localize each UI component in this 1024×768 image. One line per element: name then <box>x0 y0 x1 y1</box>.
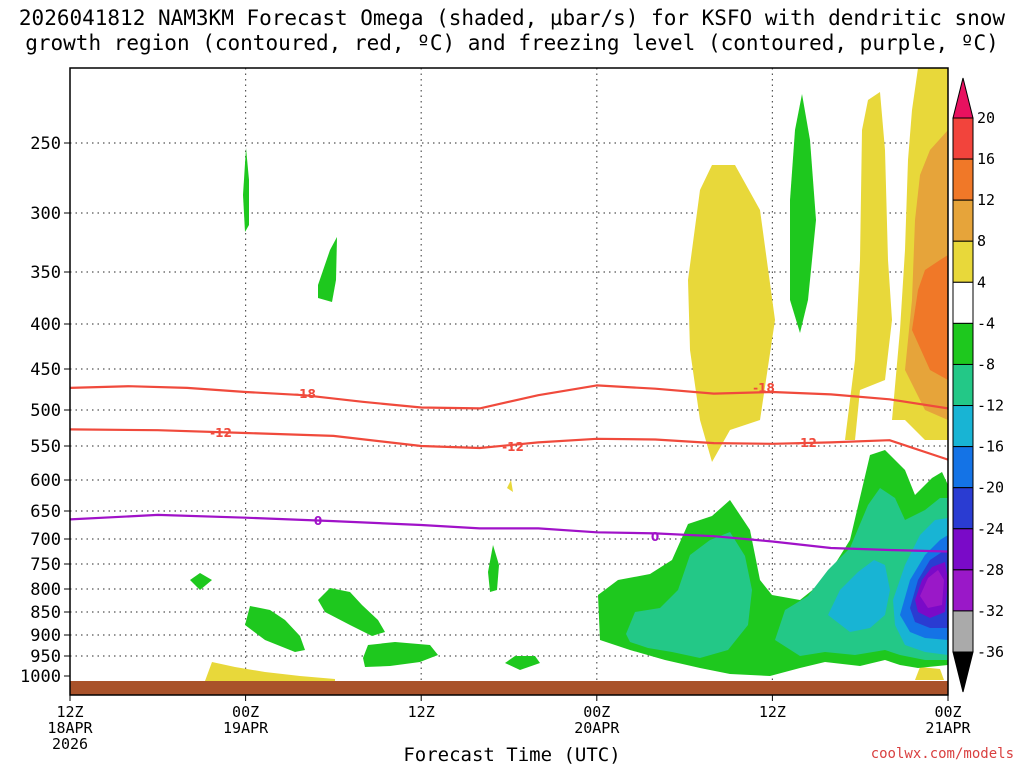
y-tick-label-600: 600 <box>30 471 61 491</box>
contour-line-2 <box>70 513 948 553</box>
y-axis-ticks: 250 300 350 400 450 500 550 600 650 700 750 800 850 9… <box>20 134 70 687</box>
contour-line-0 <box>70 384 948 410</box>
chart-title-line-1: 2026041812 NAM3KM Forecast Omega (shaded… <box>18 6 1006 30</box>
contour-label-minus18-b: -18 <box>753 381 775 395</box>
colorbar-box-1 <box>952 158 974 201</box>
contour-label-0-b: 0 <box>651 530 659 544</box>
omega-negative-region-3 <box>790 94 816 333</box>
site-credit: coolwx.com/models <box>870 746 1014 762</box>
y-tick-label-450: 450 <box>30 360 61 380</box>
x-tick-label-3-0: 00Z <box>583 703 610 721</box>
colorbar-label-13: -36 <box>977 643 1004 661</box>
colorbar-cap-bottom <box>952 651 974 693</box>
colorbar-box-2 <box>952 199 974 242</box>
x-tick-label-3-1: 20APR <box>574 719 620 737</box>
contour-label-minus12-a: -12 <box>210 426 232 440</box>
colorbar-label-12: -32 <box>977 602 1004 620</box>
omega-positive-region-7 <box>507 480 513 492</box>
colorbar-label-9: -20 <box>977 479 1004 497</box>
y-tick-label-650: 650 <box>30 502 61 522</box>
omega-negative-region-7 <box>363 642 438 667</box>
omega-shading <box>190 68 948 685</box>
colorbar-label-5: -4 <box>977 314 995 332</box>
colorbar-label-3: 8 <box>977 232 986 250</box>
colorbar-label-6: -8 <box>977 355 995 373</box>
omega-positive-region-1 <box>688 165 775 462</box>
colorbar-label-11: -28 <box>977 561 1004 579</box>
colorbar-label-10: -24 <box>977 520 1004 538</box>
plot-frame <box>69 67 949 696</box>
colorbar-label-7: -12 <box>977 397 1004 415</box>
omega-negative-region-4 <box>190 573 212 590</box>
colorbar-cap-top <box>952 77 974 119</box>
y-tick-label-250: 250 <box>30 134 61 154</box>
y-tick-label-850: 850 <box>30 603 61 623</box>
y-tick-label-900: 900 <box>30 626 61 646</box>
omega-negative-region-1 <box>243 148 249 232</box>
colorbar-box-9 <box>952 487 974 530</box>
x-tick-label-0-2: 2026 <box>52 735 88 753</box>
omega-positive-region-8 <box>915 667 944 680</box>
colorbar-label-4: 4 <box>977 273 986 291</box>
omega-positive-region-2 <box>845 92 892 440</box>
omega-positive-region-6 <box>205 662 335 685</box>
y-tick-label-1000: 1000 <box>20 667 61 687</box>
colorbar-box-5 <box>952 322 974 365</box>
omega-negative-region-9 <box>505 656 540 670</box>
colorbar-box-6 <box>952 363 974 407</box>
colorbar: 20 16 12 8 4 -4 -8 -12 -16 -20 -24 -28 -32 -36 <box>952 77 1004 693</box>
colorbar-box-3 <box>952 240 974 283</box>
contour-label-minus12-c: -12 <box>795 436 817 450</box>
surface-strip <box>70 681 948 695</box>
colorbar-box-11 <box>952 569 974 612</box>
y-tick-label-950: 950 <box>30 647 61 667</box>
y-tick-label-800: 800 <box>30 580 61 600</box>
contour-line-1 <box>70 428 948 461</box>
colorbar-label-2: 12 <box>977 191 995 209</box>
omega-negative-region-6 <box>318 588 385 636</box>
contour-labels: -18 -18 -12 -12 -12 0 0 <box>210 381 817 544</box>
y-tick-label-400: 400 <box>30 315 61 335</box>
chart-title-line-2: growth region (contoured, red, ºC) and f… <box>25 31 999 55</box>
colorbar-label-8: -16 <box>977 438 1004 456</box>
x-tick-label-2-0: 12Z <box>408 703 435 721</box>
x-tick-label-0-0: 12Z <box>56 703 83 721</box>
y-tick-label-300: 300 <box>30 204 61 224</box>
x-tick-label-5-0: 00Z <box>934 703 961 721</box>
colorbar-box-12 <box>952 610 974 653</box>
omega-negative-region-2 <box>318 237 337 302</box>
omega-negative-region-18 <box>920 570 944 608</box>
x-tick-label-0-1: 18APR <box>47 719 93 737</box>
y-tick-label-350: 350 <box>30 263 61 283</box>
y-tick-label-700: 700 <box>30 530 61 550</box>
contour-label-minus18-a: -18 <box>294 387 316 401</box>
x-tick-label-4-0: 12Z <box>759 703 786 721</box>
omega-negative-region-8 <box>488 545 499 592</box>
colorbar-box-0 <box>952 117 974 160</box>
colorbar-box-4 <box>952 281 974 324</box>
colorbar-label-0: 20 <box>977 109 995 127</box>
x-axis-label: Forecast Time (UTC) <box>403 744 621 766</box>
contour-label-minus12-b: -12 <box>502 440 524 454</box>
omega-negative-region-5 <box>245 606 305 652</box>
omega-positive-region-5 <box>912 255 948 380</box>
contour-label-0-a: 0 <box>314 514 322 528</box>
colorbar-box-7 <box>952 405 974 448</box>
y-tick-label-500: 500 <box>30 401 61 421</box>
x-tick-label-1-1: 19APR <box>223 719 269 737</box>
colorbar-box-10 <box>952 528 974 571</box>
colorbar-label-1: 16 <box>977 150 995 168</box>
y-tick-label-550: 550 <box>30 437 61 457</box>
colorbar-box-8 <box>952 446 974 489</box>
y-tick-label-750: 750 <box>30 555 61 575</box>
x-tick-label-1-0: 00Z <box>232 703 259 721</box>
temperature-contours <box>70 384 948 553</box>
omega-negative-region-13 <box>828 560 890 632</box>
x-tick-label-5-1: 21APR <box>925 719 971 737</box>
omega-negative-region-11 <box>626 532 752 658</box>
